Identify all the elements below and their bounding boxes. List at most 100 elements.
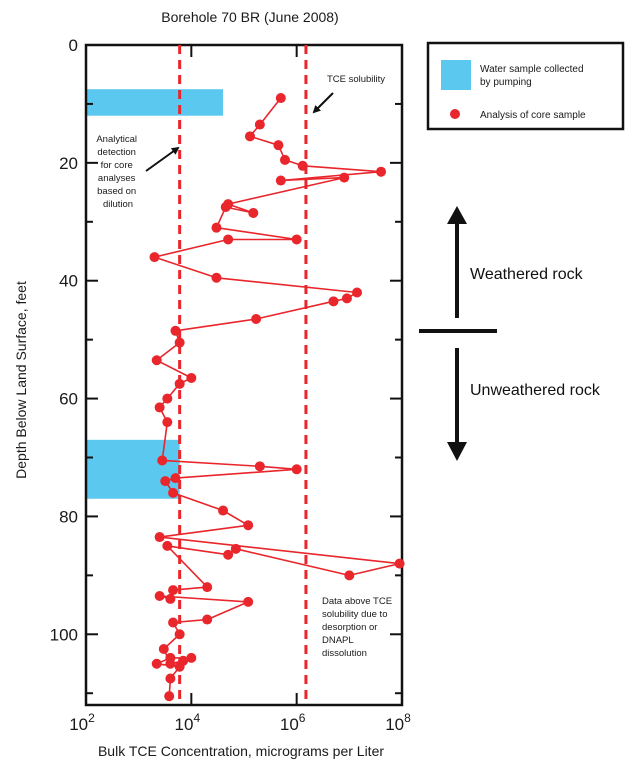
data-point (202, 582, 213, 593)
data-point (291, 234, 302, 245)
data-point (218, 505, 229, 516)
data-point (254, 461, 265, 472)
data-point (243, 596, 254, 607)
data-point (243, 520, 254, 531)
x-tick-label: 102 (69, 711, 95, 734)
x-tick-label: 108 (385, 711, 411, 734)
data-point (154, 590, 165, 601)
data-above-line: solubility due to (322, 609, 387, 620)
weathering-indicator: Weathered rock Unweathered rock (419, 206, 601, 461)
unweathered-label: Unweathered rock (470, 382, 601, 399)
reference-lines (178, 45, 308, 705)
data-point (291, 464, 302, 475)
x-axis-title: Bulk TCE Concentration, micrograms per L… (98, 743, 384, 759)
data-point (297, 160, 308, 171)
data-point (186, 652, 197, 663)
data-above-line: dissolution (322, 648, 367, 659)
data-point (245, 131, 256, 142)
unweathered-arrowhead (447, 442, 467, 461)
data-point (168, 487, 179, 498)
data-point (154, 402, 165, 413)
data-point (170, 473, 181, 484)
data-point (376, 166, 387, 177)
data-point (339, 172, 350, 183)
x-tick-label: 106 (280, 711, 306, 734)
y-tick-label: 0 (69, 36, 78, 55)
data-point (344, 570, 355, 581)
plot-frame (84, 43, 404, 707)
data-point (251, 314, 262, 325)
data-point (157, 455, 168, 466)
data-above-line: desorption or (322, 622, 377, 633)
data-point (149, 252, 160, 263)
legend-water-label: Water sample collected by pumping (480, 64, 586, 88)
data-above-note: Data above TCE solubility due to desorpt… (322, 596, 395, 659)
weathered-arrowhead (447, 206, 467, 224)
data-point (174, 337, 185, 348)
data-point (174, 378, 185, 389)
solubility-arrow (312, 92, 334, 114)
water-sample-bar (86, 439, 180, 499)
weathered-label: Weathered rock (470, 266, 584, 283)
detection-note-line: based on (97, 186, 136, 197)
data-point (168, 617, 179, 628)
data-point (273, 140, 284, 151)
data-point (174, 629, 185, 640)
data-point (211, 272, 222, 283)
solubility-label: TCE solubility (327, 74, 385, 85)
data-point (211, 222, 222, 233)
data-point (230, 543, 241, 554)
detection-arrow (145, 146, 180, 172)
data-point (151, 355, 162, 366)
data-point (165, 652, 176, 663)
data-above-line: Data above TCE (322, 596, 392, 607)
data-point (165, 673, 176, 684)
data-point (186, 372, 197, 383)
data-point (168, 585, 179, 596)
y-tick-label: 60 (59, 390, 78, 409)
data-point (202, 614, 213, 625)
detection-note-line: analyses (98, 173, 136, 184)
y-tick-label: 100 (50, 625, 78, 644)
data-point (170, 325, 181, 336)
data-point (174, 661, 185, 672)
y-tick-label: 40 (59, 272, 78, 291)
detection-note-line: detection (97, 147, 136, 158)
data-point (158, 644, 169, 655)
legend-water-line: Water sample collected (480, 64, 584, 75)
chart-title: Borehole 70 BR (June 2008) (161, 9, 338, 25)
data-point (223, 234, 234, 245)
data-point (352, 287, 363, 298)
data-above-line: DNAPL (322, 635, 353, 646)
data-point (279, 154, 290, 165)
data-point (154, 532, 165, 543)
legend-core-label: Analysis of core sample (480, 110, 586, 121)
data-point (248, 207, 259, 218)
data-point (254, 119, 265, 130)
data-point (275, 93, 286, 104)
data-point (394, 558, 405, 569)
x-tick-label: 104 (175, 711, 201, 734)
legend: Water sample collected by pumping Analys… (426, 41, 625, 131)
y-tick-label: 80 (59, 507, 78, 526)
data-point (328, 296, 339, 307)
x-axis-ticks: 102 104 106 108 (69, 45, 411, 734)
detection-note-line: for core (101, 160, 133, 171)
data-point (151, 658, 162, 669)
y-tick-label: 20 (59, 154, 78, 173)
data-point (165, 593, 176, 604)
legend-core-marker (450, 109, 460, 119)
data-point (162, 393, 173, 404)
legend-water-swatch (441, 60, 471, 90)
detection-note-line: Analytical (96, 134, 137, 145)
detection-note-line: dilution (103, 199, 133, 210)
data-point (162, 540, 173, 551)
y-axis-title: Depth Below Land Surface, feet (13, 281, 29, 479)
y-axis-ticks: 0 20 40 60 80 100 (50, 36, 402, 695)
data-point (164, 691, 175, 702)
data-point (220, 202, 231, 213)
data-point (341, 293, 352, 304)
water-sample-bar (86, 89, 224, 116)
data-point (160, 476, 171, 487)
